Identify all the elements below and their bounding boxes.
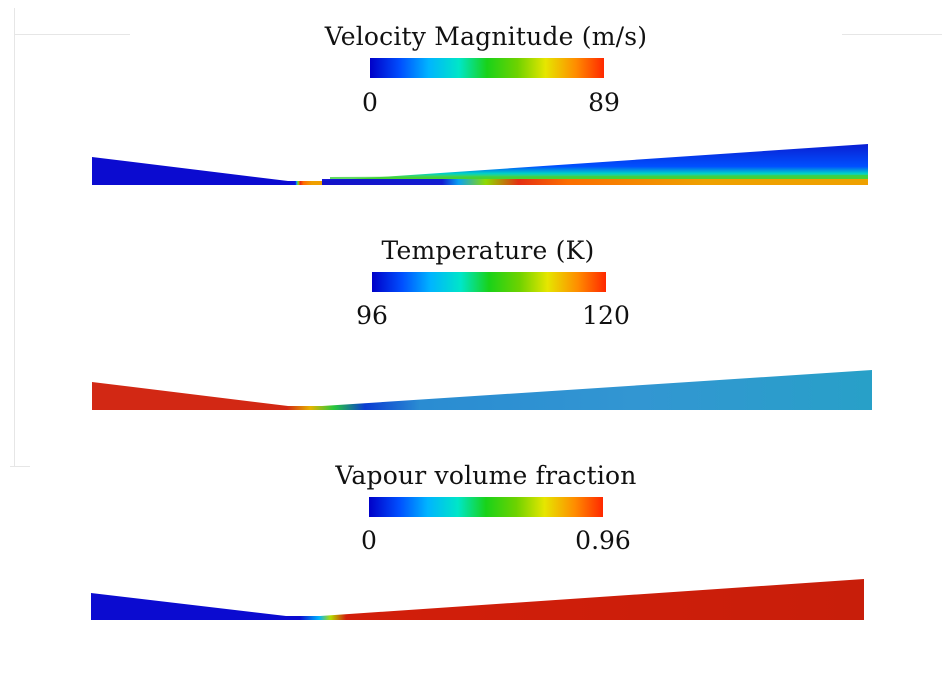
frame-line-top-right — [842, 34, 942, 35]
vapour-min-label: 0 — [361, 526, 377, 555]
velocity-diverging-section — [322, 144, 868, 185]
frame-line-top-left — [14, 34, 130, 35]
temperature-nozzle-contour — [92, 370, 872, 410]
vapour-nozzle-contour — [91, 579, 864, 620]
frame-line-left-top — [14, 8, 15, 270]
vapour-colorbar — [369, 497, 603, 517]
velocity-max-label: 89 — [588, 88, 620, 117]
temperature-title: Temperature (K) — [381, 236, 595, 265]
velocity-colorbar — [370, 58, 604, 78]
velocity-jet-band — [322, 179, 868, 185]
velocity-title: Velocity Magnitude (m/s) — [324, 22, 648, 51]
velocity-throat — [288, 181, 322, 185]
vapour-max-label: 0.96 — [575, 526, 631, 555]
frame-line-left-bottom — [14, 270, 15, 466]
temperature-colorbar — [372, 272, 606, 292]
frame-line-bottom-left — [10, 466, 30, 467]
temperature-min-label: 96 — [356, 301, 388, 330]
temperature-nozzle-body — [92, 370, 872, 410]
temperature-max-label: 120 — [582, 301, 630, 330]
velocity-converging-section — [92, 157, 288, 185]
velocity-min-label: 0 — [362, 88, 378, 117]
velocity-jet-band-green — [330, 175, 868, 179]
velocity-nozzle-contour — [92, 144, 868, 185]
vapour-title: Vapour volume fraction — [335, 461, 637, 490]
vapour-nozzle-body — [91, 579, 864, 620]
